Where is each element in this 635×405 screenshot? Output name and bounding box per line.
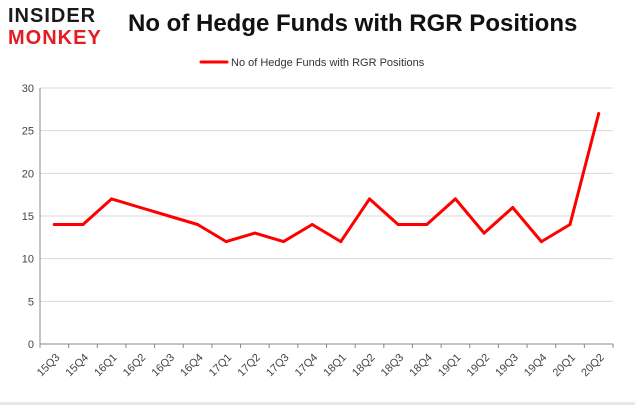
insider-monkey-logo: INSIDER MONKEY [8, 6, 108, 50]
data-point [282, 240, 286, 244]
data-point [511, 205, 515, 209]
data-point [453, 197, 457, 201]
x-tick-label: 15Q4 [64, 352, 92, 380]
y-tick-label: 25 [22, 126, 34, 138]
logo-line-1: INSIDER [8, 5, 97, 27]
data-point [196, 223, 200, 227]
data-point [138, 205, 142, 209]
x-tick-label: 17Q4 [293, 352, 321, 380]
y-tick-label: 20 [22, 168, 34, 180]
x-tick-label: 17Q2 [235, 352, 263, 380]
chart-title: No of Hedge Funds with RGR Positions [128, 10, 578, 37]
series-line [52, 112, 601, 244]
data-point [568, 223, 572, 227]
x-tick-label: 18Q2 [350, 352, 378, 380]
x-tick-label: 16Q1 [92, 352, 120, 380]
data-point [339, 240, 343, 244]
data-point [539, 240, 543, 244]
data-point [253, 231, 257, 235]
data-point [482, 231, 486, 235]
data-point [110, 197, 114, 201]
data-point [310, 223, 314, 227]
x-tick-label: 18Q4 [407, 352, 435, 380]
y-tick-label: 5 [28, 296, 34, 308]
x-tick-label: 17Q3 [264, 352, 292, 380]
y-tick-label: 15 [22, 211, 34, 223]
x-tick-label: 18Q1 [321, 352, 349, 380]
data-point [367, 197, 371, 201]
legend-label: No of Hedge Funds with RGR Positions [231, 57, 425, 69]
x-tick-label: 20Q2 [579, 352, 607, 380]
x-tick-label: 15Q3 [35, 352, 63, 380]
data-point [52, 223, 56, 227]
x-tick-label: 16Q4 [178, 352, 206, 380]
data-point [81, 223, 85, 227]
data-point [224, 240, 228, 244]
data-point [425, 223, 429, 227]
x-tick-label: 19Q3 [493, 352, 521, 380]
x-tick-label: 19Q2 [465, 352, 493, 380]
x-tick-label: 16Q2 [121, 352, 149, 380]
x-tick-label: 19Q4 [522, 352, 550, 380]
x-tick-label: 17Q1 [207, 352, 235, 380]
y-tick-label: 30 [22, 83, 34, 95]
x-tick-label: 18Q3 [379, 352, 407, 380]
data-point [167, 214, 171, 218]
x-tick-label: 20Q1 [551, 352, 579, 380]
data-point [396, 223, 400, 227]
x-tick-label: 19Q1 [436, 352, 464, 380]
x-tick-label: 16Q3 [150, 352, 178, 380]
y-tick-label: 0 [28, 339, 34, 351]
logo-line-2: MONKEY [8, 27, 102, 49]
data-point [597, 112, 601, 116]
y-tick-label: 10 [22, 254, 34, 266]
